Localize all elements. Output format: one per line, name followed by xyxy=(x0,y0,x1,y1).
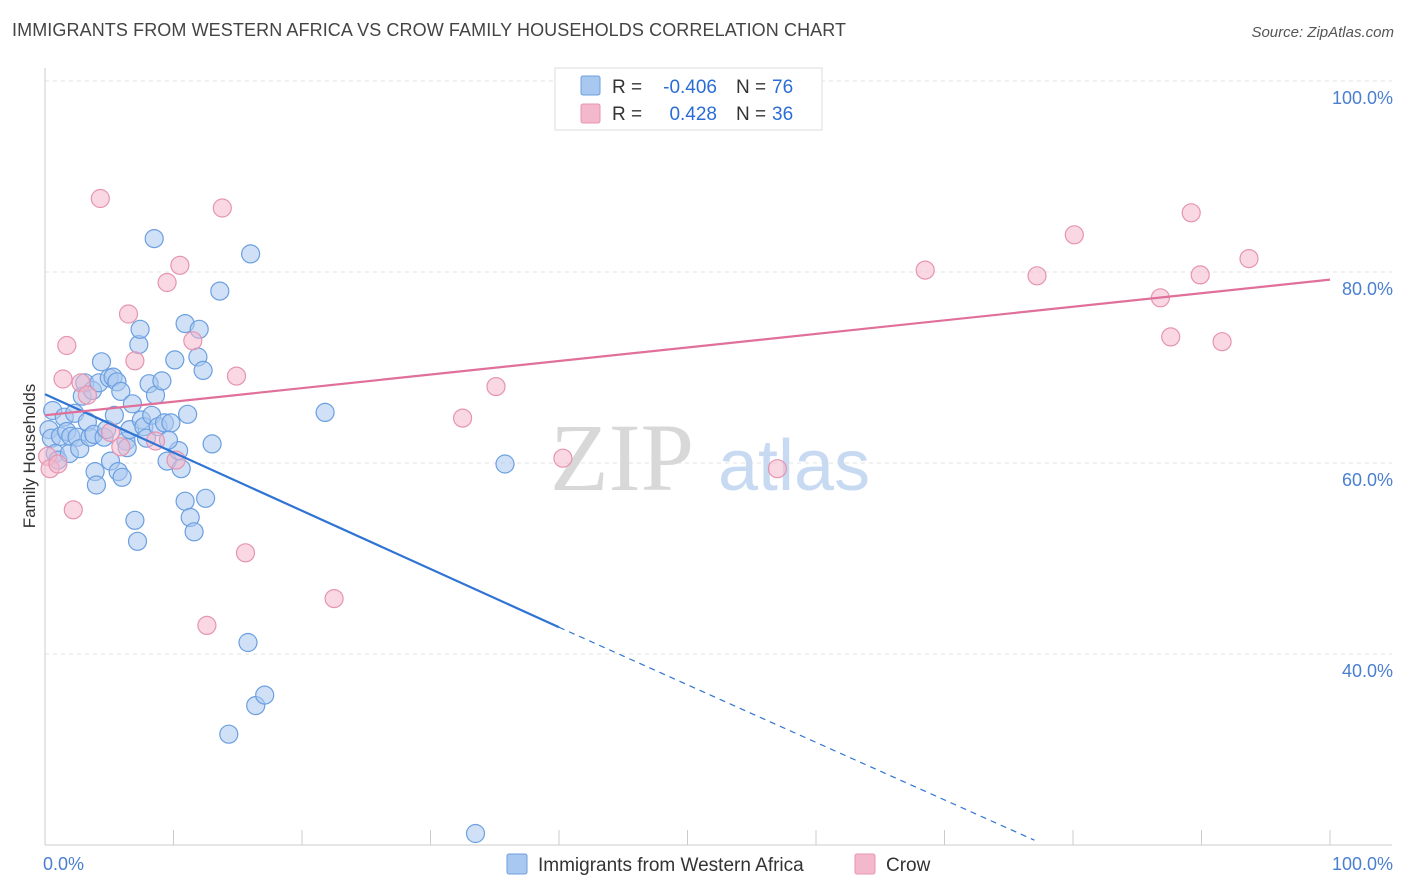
series-legend: Immigrants from Western Africa Crow xyxy=(506,853,931,876)
watermark-zip: ZIP xyxy=(550,404,694,511)
western-africa-trend-line xyxy=(44,393,560,629)
legend-r-value: 0.428 xyxy=(669,104,717,125)
western-africa-point xyxy=(315,402,335,422)
stats-legend: R = -0.406 N = 76 R = 0.428 N = 36 xyxy=(554,67,823,131)
crow-point xyxy=(48,454,68,474)
crow-point xyxy=(453,408,473,428)
crow-point xyxy=(1212,332,1232,352)
crow-point xyxy=(226,366,247,386)
crow-point xyxy=(1239,249,1259,269)
gridlines xyxy=(45,80,1392,655)
y-tick-label: 60.0% xyxy=(1342,470,1393,490)
source-label: Source: ZipAtlas.com xyxy=(1251,24,1394,41)
legend-n-value: 76 xyxy=(772,77,793,98)
crow-trend-line xyxy=(44,278,1331,417)
legend-r-label: R = xyxy=(612,77,642,98)
crow-point xyxy=(1064,225,1084,245)
legend-swatch-pink xyxy=(580,103,601,124)
crow-point xyxy=(1190,265,1210,285)
y-tick-label: 100.0% xyxy=(1332,88,1393,108)
crow-point xyxy=(53,369,73,389)
crow-point xyxy=(63,500,83,520)
western-africa-point xyxy=(127,531,148,551)
crow-point xyxy=(77,385,98,405)
legend-n-label: N = xyxy=(736,77,766,98)
legend-n-value: 36 xyxy=(772,104,793,125)
trend-lines xyxy=(44,278,1331,841)
crow-point xyxy=(125,351,145,371)
crow-point xyxy=(1181,203,1201,223)
crow-point xyxy=(1161,327,1181,347)
western-africa-point xyxy=(210,281,230,301)
y-tick-labels: 40.0% 60.0% 80.0% 100.0% xyxy=(1332,88,1393,681)
legend-swatch-crow xyxy=(854,853,876,875)
western-africa-point xyxy=(86,475,107,495)
legend-label-crow: Crow xyxy=(886,855,931,876)
western-africa-point xyxy=(144,229,164,249)
x-tick-label-max: 100.0% xyxy=(1332,854,1393,874)
crow-point xyxy=(170,255,190,275)
x-axis-ticks xyxy=(44,830,1331,845)
western-africa-point xyxy=(112,467,132,487)
western-africa-point xyxy=(178,404,198,424)
western-africa-point xyxy=(238,632,258,653)
y-tick-label: 80.0% xyxy=(1342,279,1393,299)
western-africa-point xyxy=(465,823,486,844)
western-africa-point xyxy=(152,371,172,391)
crow-point xyxy=(197,615,217,636)
western-africa-point xyxy=(241,244,261,264)
crow-point xyxy=(324,588,344,609)
western-africa-point xyxy=(184,522,204,542)
legend-swatch-western-africa xyxy=(506,853,528,875)
legend-label-western-africa: Immigrants from Western Africa xyxy=(538,855,804,876)
crow-point xyxy=(915,260,935,280)
crow-point xyxy=(553,448,573,468)
crow-point xyxy=(486,377,506,397)
western-africa-point xyxy=(495,454,515,474)
series-crow-points xyxy=(37,188,1259,636)
crow-point xyxy=(183,331,203,351)
western-africa-trend-extension xyxy=(558,626,1035,841)
western-africa-point xyxy=(122,394,142,414)
x-tick-label-min: 0.0% xyxy=(43,854,84,874)
crow-point xyxy=(111,437,131,457)
western-africa-point xyxy=(255,685,275,705)
chart-title: IMMIGRANTS FROM WESTERN AFRICA VS CROW F… xyxy=(12,20,847,40)
crow-point xyxy=(57,335,77,356)
legend-r-label: R = xyxy=(612,104,642,125)
western-africa-point xyxy=(125,510,145,530)
crow-point xyxy=(767,459,788,479)
western-africa-point xyxy=(193,360,213,380)
western-africa-point xyxy=(130,319,150,339)
crow-point xyxy=(212,198,232,218)
western-africa-point xyxy=(196,488,216,508)
legend-n-label: N = xyxy=(736,104,766,125)
legend-r-value: -0.406 xyxy=(663,77,717,98)
western-africa-point xyxy=(202,434,222,454)
crow-point xyxy=(118,304,139,324)
legend-swatch-blue xyxy=(580,75,601,96)
western-africa-point xyxy=(219,724,239,744)
western-africa-point xyxy=(175,491,195,511)
y-axis-title: Family Households xyxy=(20,384,39,529)
crow-point xyxy=(235,543,256,563)
crow-point xyxy=(90,188,110,209)
crow-point xyxy=(1027,266,1047,286)
western-africa-point xyxy=(91,352,112,372)
crow-point xyxy=(157,272,177,293)
western-africa-point xyxy=(161,413,181,433)
western-africa-point xyxy=(165,350,185,370)
western-africa-point xyxy=(111,381,131,401)
watermark-atlas: atlas xyxy=(718,426,870,506)
series-western-africa-points xyxy=(39,229,515,844)
y-tick-label: 40.0% xyxy=(1342,661,1393,681)
